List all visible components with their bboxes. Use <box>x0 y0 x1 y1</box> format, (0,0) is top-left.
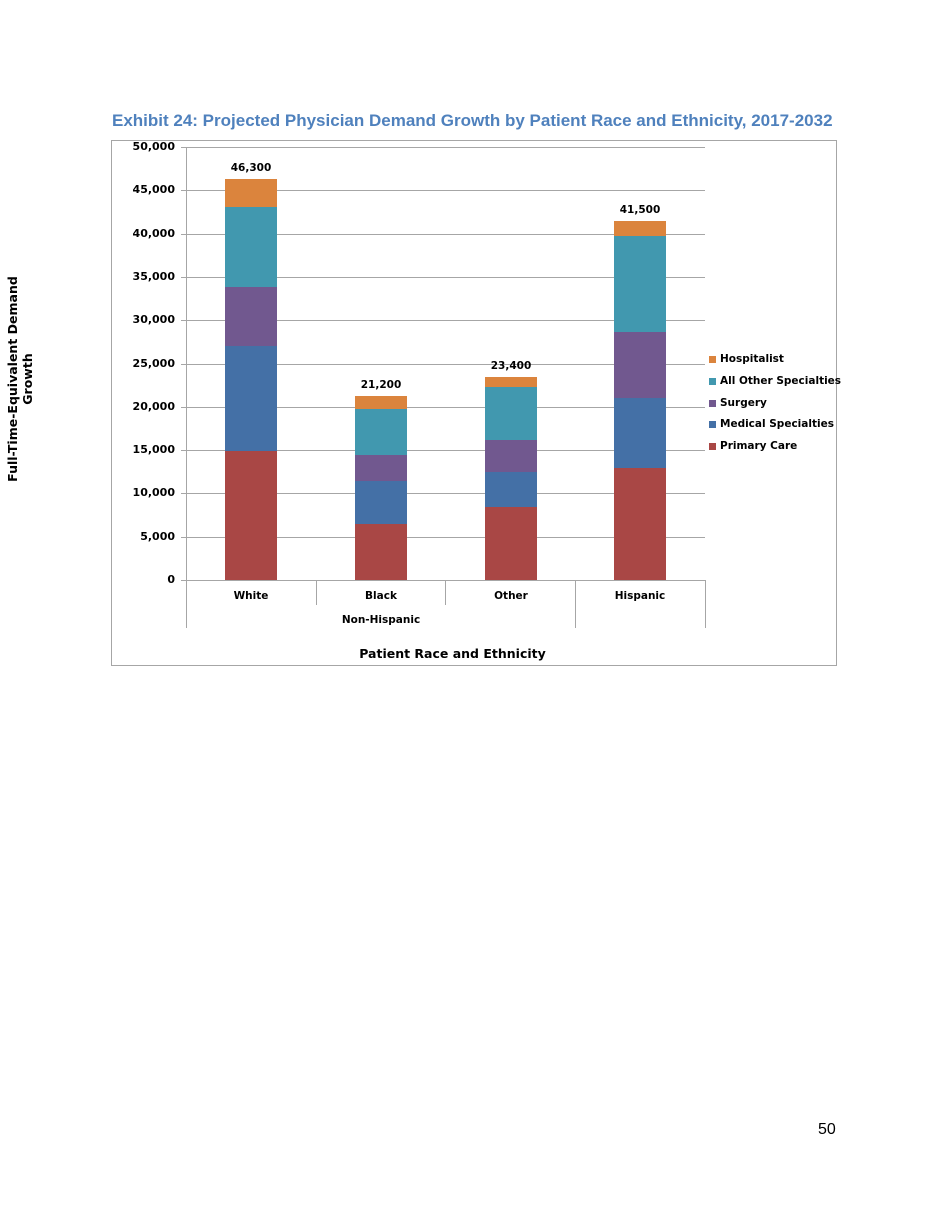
exhibit-title: Exhibit 24: Projected Physician Demand G… <box>112 111 833 130</box>
legend-item: Surgery <box>709 397 767 409</box>
bar-segment-surgery <box>355 455 407 482</box>
bar-segment-all-other-specialties <box>614 236 666 333</box>
legend-swatch-icon <box>709 442 716 450</box>
bar-segment-surgery <box>225 287 277 347</box>
gridline <box>186 493 705 494</box>
bar-segment-primary-care <box>614 468 666 580</box>
bar-segment-all-other-specialties <box>225 206 277 288</box>
bar-segment-surgery <box>614 332 666 399</box>
gridline <box>186 450 705 451</box>
x-axis-label: Patient Race and Ethnicity <box>359 646 546 661</box>
bar-segment-primary-care <box>485 507 537 580</box>
legend-label: Hospitalist <box>720 353 784 365</box>
y-tick-label: 30,000 <box>132 313 175 326</box>
y-tick-label: 40,000 <box>132 227 175 240</box>
y-tick-label: 45,000 <box>132 183 175 196</box>
group-divider <box>705 580 706 628</box>
y-tick-label: 25,000 <box>132 357 175 370</box>
bar-segment-medical-specialties <box>614 398 666 469</box>
legend-swatch-icon <box>709 399 716 407</box>
bar-total-label: 46,300 <box>230 162 272 175</box>
y-axis-line <box>186 147 187 628</box>
legend-item: Primary Care <box>709 440 797 452</box>
y-tick-mark <box>181 450 186 451</box>
gridline <box>186 277 705 278</box>
page-number: 50 <box>818 1121 836 1138</box>
bar-segment-hospitalist <box>614 220 666 237</box>
bar-segment-primary-care <box>225 450 277 580</box>
gridline <box>186 364 705 365</box>
y-tick-label: 35,000 <box>132 270 175 283</box>
bar-segment-primary-care <box>355 523 407 580</box>
y-tick-mark <box>181 277 186 278</box>
y-tick-label: 5,000 <box>140 530 175 543</box>
bar-segment-medical-specialties <box>355 481 407 524</box>
y-tick-mark <box>181 580 186 581</box>
x-group-label: Non-Hispanic <box>341 614 421 626</box>
legend-swatch-icon <box>709 377 716 385</box>
bar-total-label: 41,500 <box>619 203 661 216</box>
category-divider <box>445 580 446 605</box>
y-tick-mark <box>181 190 186 191</box>
y-tick-mark <box>181 493 186 494</box>
y-tick-mark <box>181 537 186 538</box>
x-category-label: Black <box>365 590 397 602</box>
legend-item: Hospitalist <box>709 353 784 365</box>
legend-label: All Other Specialties <box>720 375 842 387</box>
x-category-label: Other <box>494 590 528 602</box>
bar-segment-hospitalist <box>485 377 537 387</box>
category-divider <box>316 580 317 605</box>
legend-item: Medical Specialties <box>709 418 834 430</box>
y-tick-mark <box>181 407 186 408</box>
gridline <box>186 320 705 321</box>
y-tick-mark <box>181 234 186 235</box>
legend-label: Medical Specialties <box>720 418 834 430</box>
legend-swatch-icon <box>709 355 716 363</box>
gridline <box>186 537 705 538</box>
bar-segment-hospitalist <box>355 396 407 410</box>
bar-segment-hospitalist <box>225 179 277 207</box>
bar-segment-all-other-specialties <box>485 386 537 440</box>
y-tick-mark <box>181 364 186 365</box>
y-axis-label: Full-Time-Equivalent Demand Growth <box>5 276 35 482</box>
y-tick-mark <box>181 147 186 148</box>
bar-segment-medical-specialties <box>225 346 277 451</box>
y-tick-label: 0 <box>167 573 175 586</box>
y-tick-label: 15,000 <box>132 443 175 456</box>
x-category-label: White <box>233 590 269 602</box>
gridline <box>186 190 705 191</box>
y-tick-label: 50,000 <box>132 140 175 153</box>
bar-segment-medical-specialties <box>485 471 537 508</box>
bar-segment-surgery <box>485 439 537 472</box>
legend-swatch-icon <box>709 420 716 428</box>
chart-frame <box>111 140 837 666</box>
y-tick-mark <box>181 320 186 321</box>
x-category-label: Hispanic <box>614 590 666 602</box>
y-tick-label: 20,000 <box>132 400 175 413</box>
bar-segment-all-other-specialties <box>355 409 407 456</box>
gridline <box>186 234 705 235</box>
legend-label: Primary Care <box>720 440 798 452</box>
bar-total-label: 21,200 <box>360 379 402 392</box>
legend-label: Surgery <box>720 397 767 409</box>
bar-total-label: 23,400 <box>490 360 532 373</box>
group-divider <box>575 580 576 628</box>
legend-item: All Other Specialties <box>709 375 841 387</box>
gridline <box>186 407 705 408</box>
gridline <box>186 147 705 148</box>
y-tick-label: 10,000 <box>132 486 175 499</box>
